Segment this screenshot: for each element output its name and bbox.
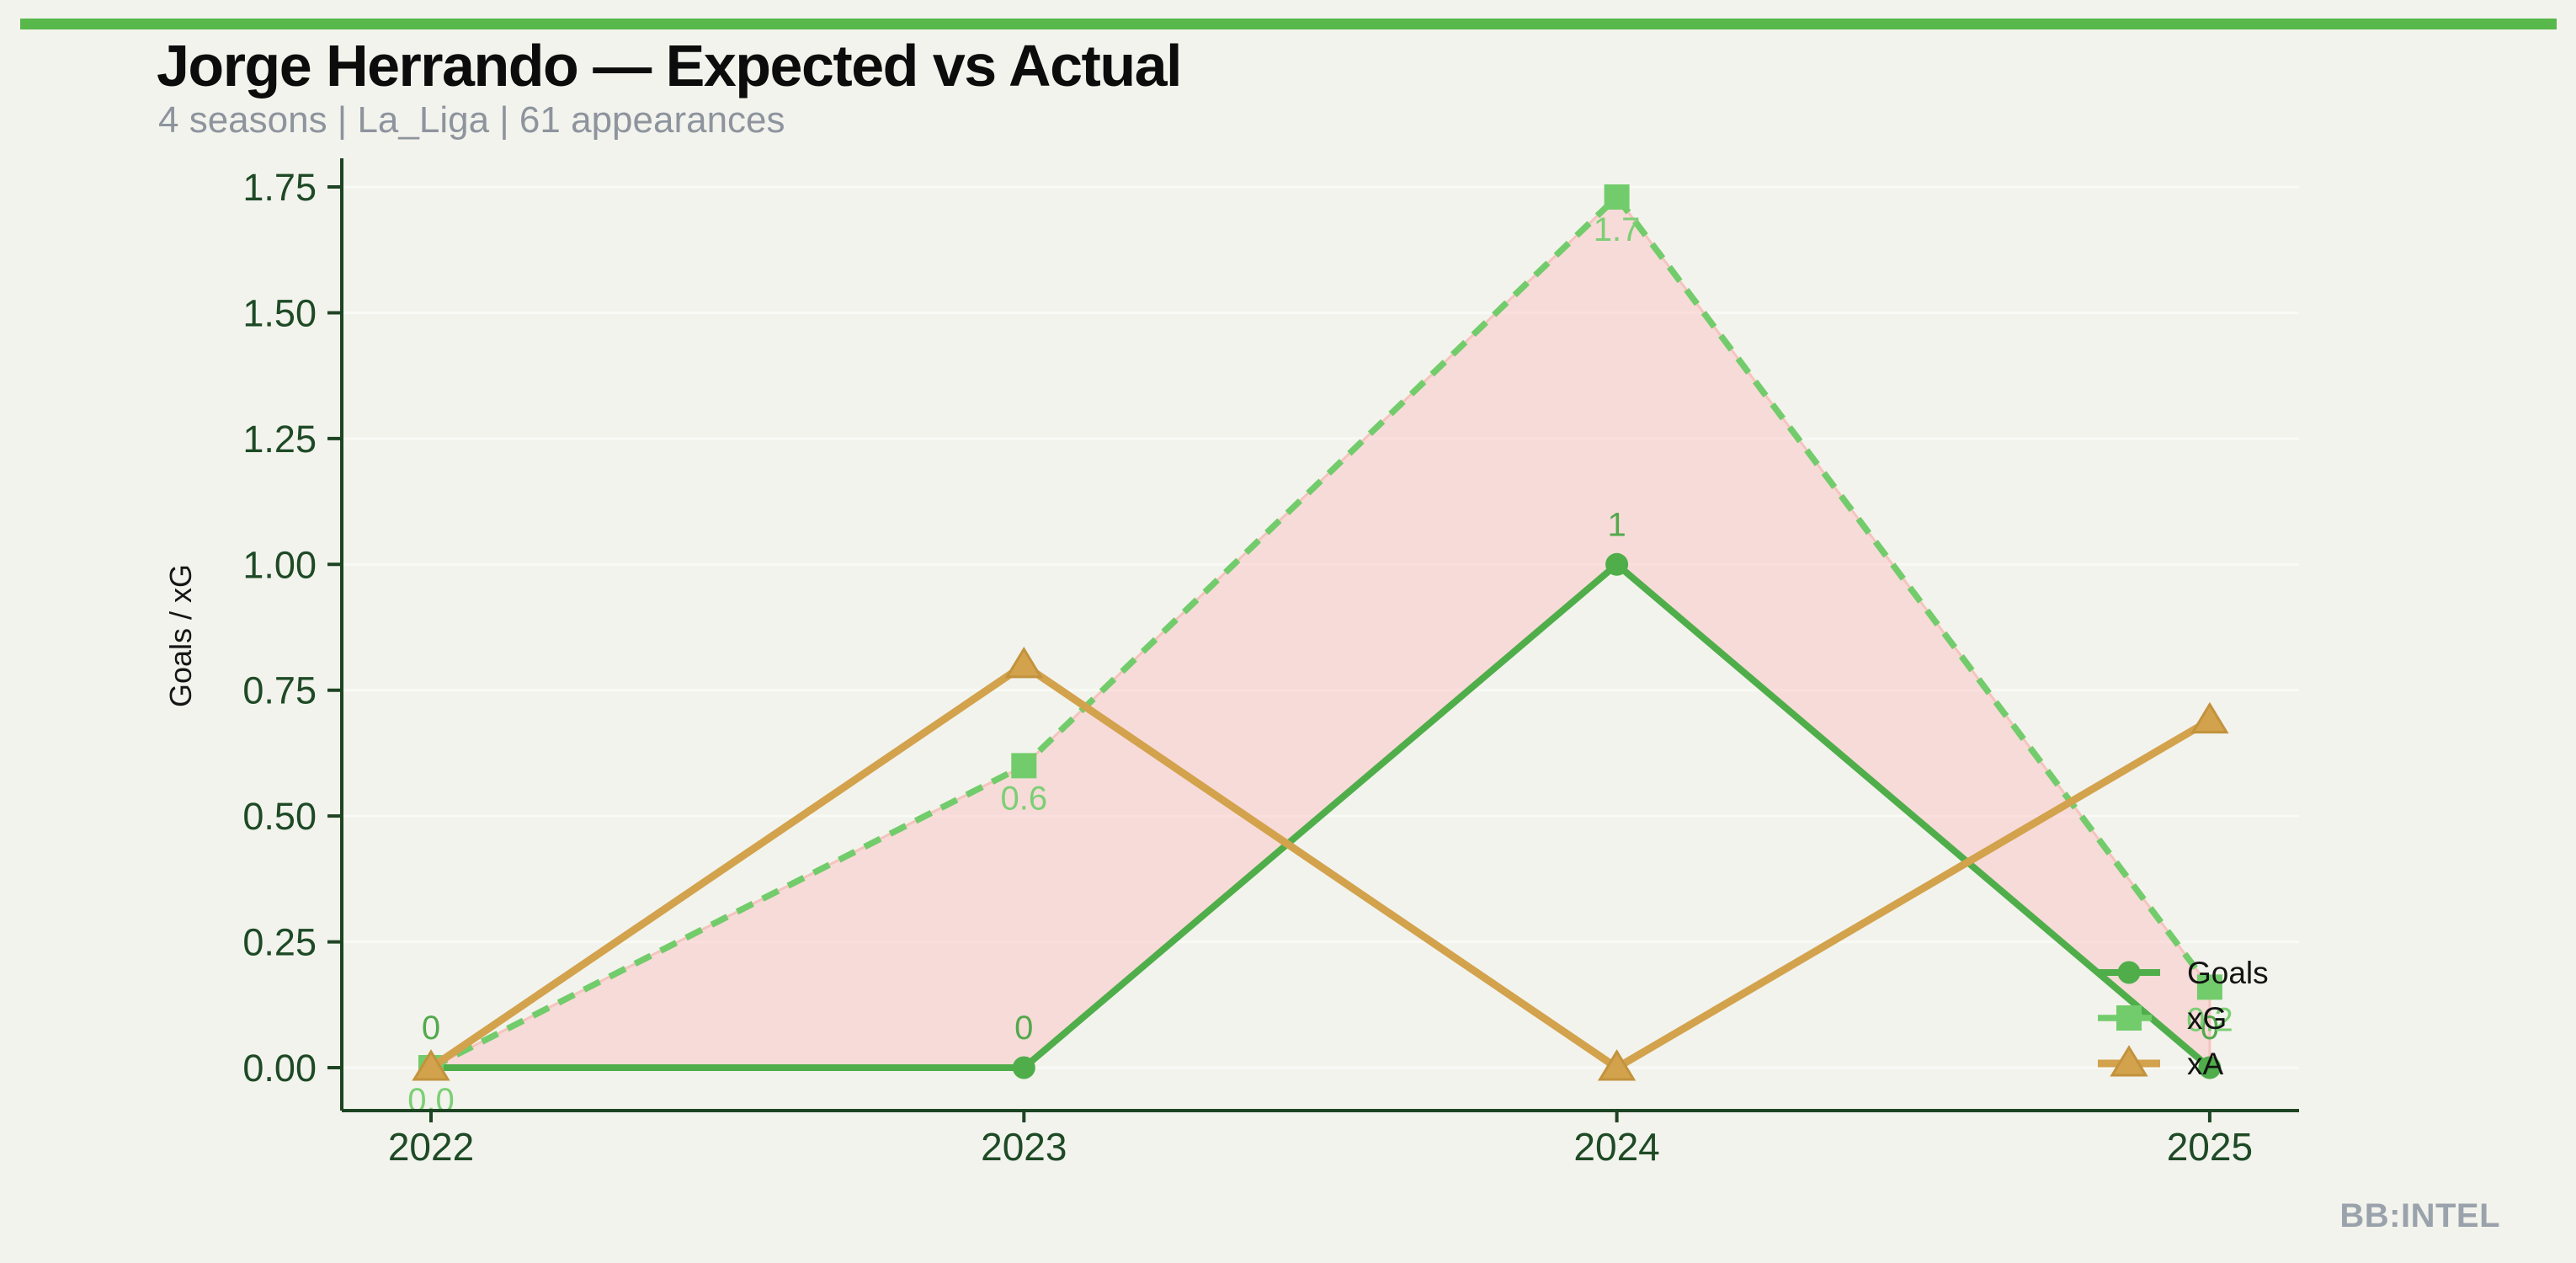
data-label: 1.7 [1594,211,1641,248]
y-tick-label: 1.00 [242,543,317,586]
legend-label: xG [2187,1001,2227,1036]
xa-point-marker [412,1049,450,1081]
data-label: 0 [1014,1010,1033,1047]
xa-point-marker [2190,701,2229,734]
legend-triangle-marker [2110,1045,2148,1077]
legend-label: xA [2187,1047,2224,1081]
goals-point-marker [1012,1056,1035,1079]
series-goals: 0 0 1 0 [419,506,2222,1079]
goals-point-marker [2198,1056,2222,1079]
data-label: 0 [422,1010,440,1047]
y-tick-label: 0.75 [242,669,317,712]
legend: Goals xG xA [2098,956,2269,1081]
legend-label: Goals [2187,956,2269,990]
legend-circle-marker [2117,961,2141,984]
series-xg: 0.00.61.70.2 [407,184,2233,1119]
legend-square-marker [2116,1005,2142,1031]
data-label: 0.2 [2186,1001,2233,1038]
chart-title: Jorge Herrando — Expected vs Actual [157,33,1182,99]
data-label: 1 [1607,506,1626,543]
goals-data-labels: 0 0 1 0 [422,506,2219,1047]
xa-line [428,660,2212,1073]
x-tick-label: 2024 [1573,1125,1659,1169]
top-accent-bar [20,19,2557,29]
y-tick-label: 0.00 [242,1047,317,1090]
y-tick-label: 0.50 [242,795,317,838]
xa-point-marker [1597,1049,1637,1081]
legend-entry-goals: Goals [2098,956,2269,990]
legend-entry-xg: xG [2098,1001,2227,1036]
xg-goals-gap-fill [430,195,2211,1071]
goals-line [431,560,2212,1071]
x-tick-label: 2025 [2167,1125,2253,1169]
legend-entry-xa: xA [2098,1045,2224,1081]
xg-point-marker [1604,184,1630,210]
y-tick-label: 1.25 [242,418,317,461]
x-tick-label: 2022 [388,1125,474,1169]
y-tick-label: 0.25 [242,921,317,964]
data-label: 0.6 [1000,780,1047,817]
xg-point-marker [1011,753,1037,779]
xa-point-marker [1004,646,1043,679]
chart-subtitle: 4 seasons | La_Liga | 61 appearances [158,99,785,141]
goals-point-marker [1605,552,1629,576]
y-tick-label: 1.75 [242,166,317,209]
watermark-brand: BB:INTEL [2339,1197,2500,1234]
data-label: 0 [2201,1010,2219,1047]
series-xa [412,646,2229,1081]
xg-line [429,192,2212,1071]
y-axis-title: Goals / xG [163,564,198,707]
xg-point-marker [2196,974,2222,1000]
axes: 0.00 0.25 0.50 0.75 1.00 1.25 1.50 1.75 2022 2023… [242,158,2299,1169]
x-tick-label: 2023 [981,1125,1067,1169]
y-tick-label: 1.50 [242,291,317,334]
